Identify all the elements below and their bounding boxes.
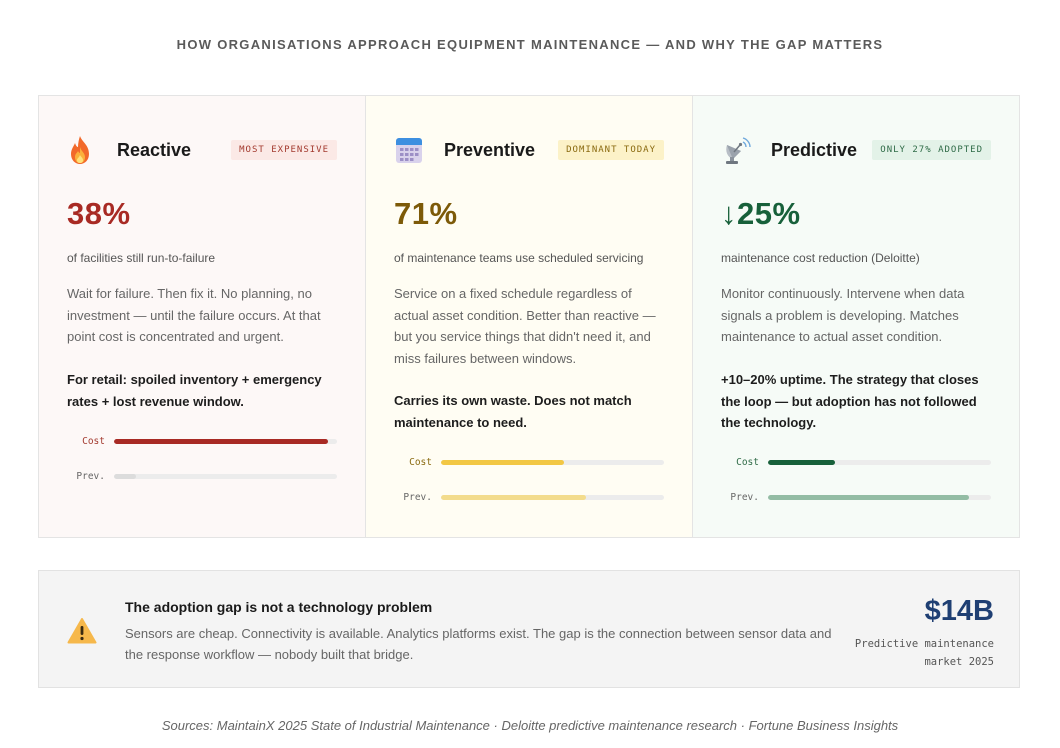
prevention-bar-row: Prev.: [394, 490, 664, 504]
warning-icon: [67, 617, 97, 645]
status-badge: ONLY 27% ADOPTED: [872, 140, 991, 160]
bar-track: [441, 494, 664, 500]
cost-bar-fill: [768, 459, 835, 465]
adoption-gap-callout: The adoption gap is not a technology pro…: [38, 570, 1020, 688]
card-title: Reactive: [117, 139, 192, 160]
bar-track: [441, 459, 664, 465]
card-description: Service on a fixed schedule regardless o…: [394, 286, 656, 366]
card-emphasis: For retail: spoiled inventory + emergenc…: [67, 372, 322, 409]
stat-caption: of maintenance teams use scheduled servi…: [394, 251, 644, 265]
card-header: Predictive ONLY 27% ADOPTED: [721, 134, 991, 166]
status-badge: MOST EXPENSIVE: [231, 140, 337, 160]
strategy-cards: Reactive MOST EXPENSIVE 38% of facilitie…: [38, 95, 1020, 538]
card-reactive: Reactive MOST EXPENSIVE 38% of facilitie…: [39, 96, 365, 537]
fire-icon: [67, 134, 103, 166]
stat-caption: of facilities still run-to-failure: [67, 251, 216, 265]
satellite-dish-icon: [721, 134, 757, 166]
cost-bar-fill: [114, 438, 329, 444]
bar-label: Prev.: [730, 491, 759, 503]
bar-label: Prev.: [76, 470, 105, 482]
card-predictive: Predictive ONLY 27% ADOPTED ↓25% mainten…: [692, 96, 1019, 537]
bar-track: [768, 459, 991, 465]
card-description: Wait for failure. Then fix it. No planni…: [67, 286, 321, 344]
callout-body: Sensors are cheap. Connectivity is avail…: [125, 626, 832, 662]
prevention-bar-row: Prev.: [721, 490, 991, 504]
bar-label: Prev.: [403, 491, 432, 503]
sources-footnote: Sources: MaintainX 2025 State of Industr…: [161, 718, 899, 733]
stat-value: 71%: [394, 196, 458, 231]
bar-label: Cost: [736, 456, 759, 468]
prevention-bar-row: Prev.: [67, 469, 337, 483]
page-title: HOW ORGANISATIONS APPROACH EQUIPMENT MAI…: [176, 37, 884, 52]
market-size-label: Predictive maintenance market 2025: [854, 638, 994, 668]
bar-track: [768, 494, 991, 500]
stat-caption: maintenance cost reduction (Deloitte): [721, 251, 920, 265]
callout-title: The adoption gap is not a technology pro…: [125, 599, 433, 615]
cost-bar-row: Cost: [721, 455, 991, 469]
cost-bar-fill: [441, 459, 564, 465]
cost-bar-row: Cost: [394, 455, 664, 469]
card-header: Preventive DOMINANT TODAY: [394, 134, 664, 166]
market-size-value: $14B: [924, 595, 994, 627]
card-title: Preventive: [444, 139, 536, 160]
card-emphasis: Carries its own waste. Does not match ma…: [394, 393, 632, 430]
bar-label: Cost: [409, 456, 432, 468]
stat-value: 38%: [67, 196, 131, 231]
prevention-bar-fill: [768, 494, 969, 500]
card-preventive: Preventive DOMINANT TODAY 71% of mainten…: [365, 96, 692, 537]
card-header: Reactive MOST EXPENSIVE: [67, 134, 337, 166]
bar-track: [114, 473, 337, 479]
cost-bar-row: Cost: [67, 434, 337, 448]
bar-track: [114, 438, 337, 444]
prevention-bar-fill: [441, 494, 586, 500]
prevention-bar-fill: [114, 473, 137, 479]
bar-label: Cost: [82, 435, 105, 447]
card-title: Predictive: [771, 139, 858, 160]
card-emphasis: +10–20% uptime. The strategy that closes…: [721, 372, 979, 430]
stat-value: ↓25%: [721, 196, 801, 231]
calendar-icon: [394, 134, 430, 166]
status-badge: DOMINANT TODAY: [558, 140, 664, 160]
card-description: Monitor continuously. Intervene when dat…: [721, 286, 965, 344]
